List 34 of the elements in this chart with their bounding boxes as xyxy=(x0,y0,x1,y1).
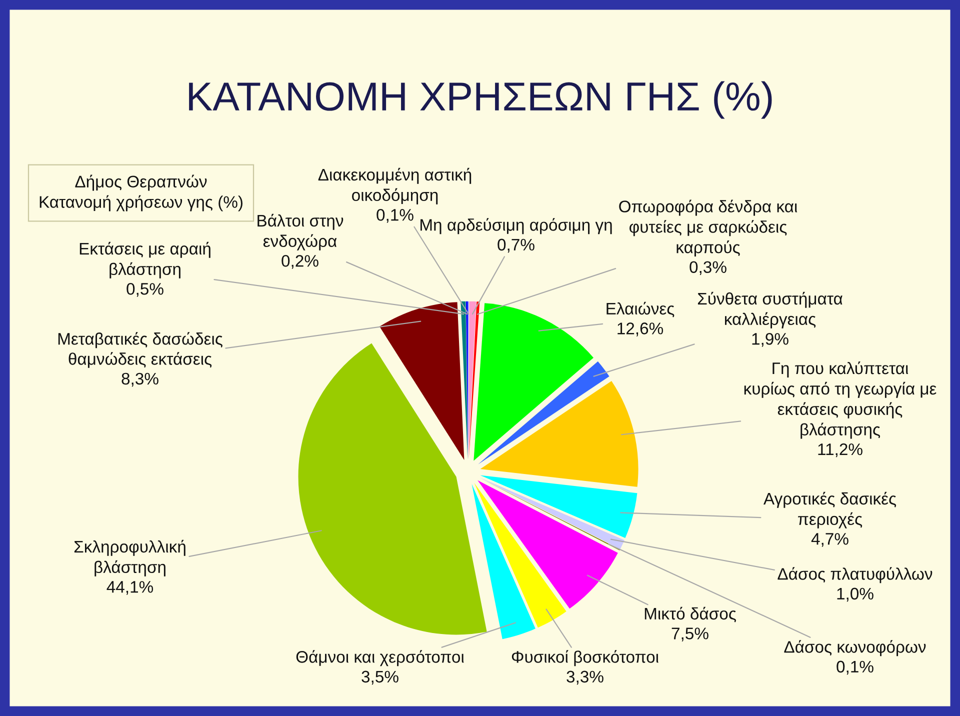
data-label: 1,0% xyxy=(837,588,874,602)
slice-label: Γη που καλύπτεται κυρίως από τη γεωργία με εκτάσεις φυσικής βλάστησης xyxy=(744,361,936,439)
data-label: 44,1% xyxy=(106,581,154,595)
data-label: 1,9% xyxy=(752,332,788,347)
slice-label: Μικτό δάσος xyxy=(644,606,736,622)
slice-label: Βάλτοι στην ενδοχώρα xyxy=(258,214,344,250)
chart-title: ΚΑΤΑΝΟΜΗ ΧΡΗΣΕΩΝ ΓΗΣ (%) xyxy=(189,81,772,119)
data-label: 11,2% xyxy=(818,443,862,458)
data-label: 7,5% xyxy=(672,628,708,642)
data-label: 12,6% xyxy=(618,322,664,336)
data-label: 0,7% xyxy=(498,238,534,253)
data-label: 3,3% xyxy=(566,670,604,685)
slice-label: Σκληροφυλλική βλάστηση xyxy=(74,540,186,576)
data-label: 8,3% xyxy=(122,372,158,387)
data-label: 0,2% xyxy=(282,254,318,269)
slice-label: Μη αρδεύσιμη αρόσιμη γη xyxy=(420,218,612,234)
slice-label: Δάσος κωνοφόρων xyxy=(784,640,926,656)
slice-label: Μεταβατικές δασώδεις θαμνώδεις εκτάσεις xyxy=(58,332,222,368)
data-label: 0,1% xyxy=(836,660,874,675)
slice-label: Σύνθετα συστήματα καλλιέργειας xyxy=(698,292,842,328)
data-label: 0,5% xyxy=(126,283,164,297)
slice-label: Οπωροφόρα δένδρα και φυτείες με σαρκώδεις καρπούς xyxy=(619,200,798,257)
slice-label: Αγροτικές δασικές περιοχές xyxy=(763,492,896,528)
data-label: 4,7% xyxy=(811,533,848,547)
data-label: 0,1% xyxy=(376,208,414,223)
slice-label: Εκτάσεις με αραιή βλάστηση xyxy=(80,242,210,278)
data-label: 0,3% xyxy=(690,261,726,275)
slice-label: Δάσος πλατυφύλλων xyxy=(778,567,932,584)
text: Δήμος Θεραπνών Κατανομή χρήσεων γης (%) xyxy=(40,174,242,212)
slice-label: Θάμνοι και χερσότοποι xyxy=(296,650,464,666)
slice-label: Φυσικοί βοσκότοποι xyxy=(512,650,659,666)
slice-label: Ελαιώνες xyxy=(606,302,674,318)
slice-label: Διακεκομμένη αστική οικοδόμηση xyxy=(318,168,472,204)
data-label: 3,5% xyxy=(362,670,398,685)
